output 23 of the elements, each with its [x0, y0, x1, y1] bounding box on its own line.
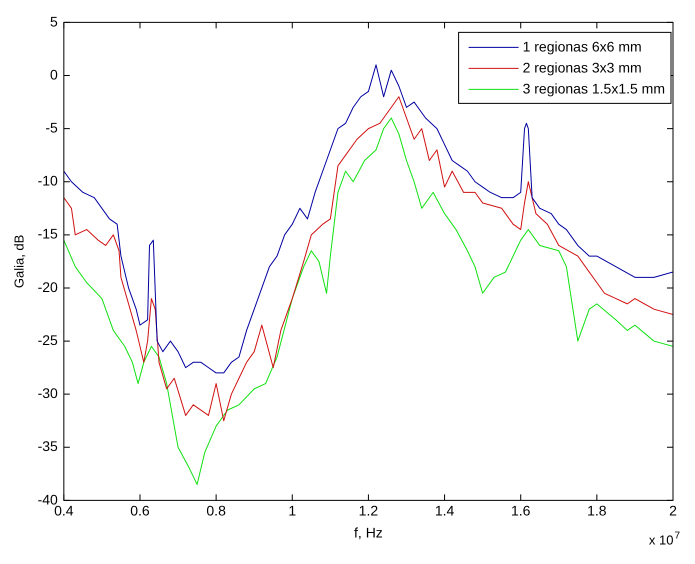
y-tick-label: -25: [38, 332, 58, 348]
x-tick-label: 1.2: [358, 502, 378, 519]
legend-label: 2 regionas 3x3 mm: [522, 59, 642, 76]
x-tick-label: 2: [669, 502, 678, 519]
x-tick-label: 1.6: [510, 502, 531, 519]
y-tick-label: -30: [38, 385, 58, 402]
legend-label: 3 regionas 1.5x1.5 mm: [522, 80, 665, 96]
y-tick-label: 5: [50, 13, 58, 30]
y-axis-title: Galia, dB: [11, 234, 26, 288]
x-tick-label: 1.8: [587, 502, 607, 519]
y-tick-label: -35: [38, 438, 58, 454]
x-tick-label: 1: [288, 502, 296, 519]
y-tick-label: -10: [38, 172, 58, 189]
y-tick-label: 0: [50, 66, 58, 82]
x-tick-label: 0.6: [130, 502, 150, 519]
x-tick-label: 1.4: [434, 502, 455, 519]
y-tick-label: -5: [45, 119, 58, 136]
y-tick-label: -15: [38, 226, 58, 242]
y-tick-label: -40: [38, 491, 58, 508]
x-tick-label: 0.8: [206, 502, 226, 519]
legend-label: 1 regionas 6x6 mm: [522, 38, 642, 54]
y-tick-label: -20: [38, 278, 58, 295]
x-axis-title: f, Hz: [354, 524, 383, 540]
